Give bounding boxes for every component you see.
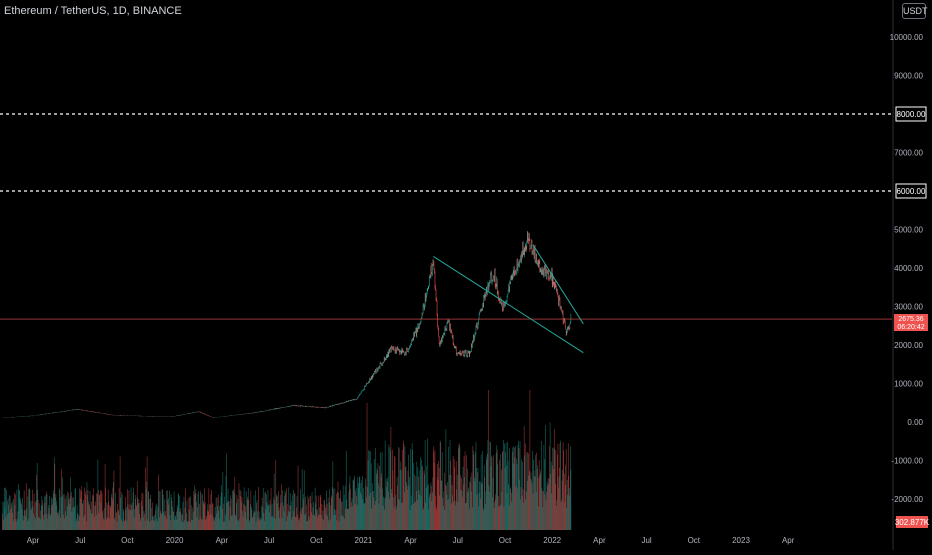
- price-tick-label: 3000.00: [894, 303, 923, 312]
- time-tick-label: Apr: [27, 536, 40, 545]
- time-tick-label: Apr: [782, 536, 795, 545]
- time-tick-label: Jul: [264, 536, 274, 545]
- trendline: [433, 256, 584, 354]
- price-level-label: 8000.00: [897, 110, 926, 119]
- trendline: [532, 244, 584, 325]
- price-level-tag: [895, 106, 927, 122]
- price-tick-label: 4000.00: [894, 264, 923, 273]
- time-tick-label: 2020: [166, 536, 184, 545]
- countdown-label: 06:20:42: [897, 324, 924, 331]
- current-price-label: 2675.36: [898, 316, 923, 323]
- time-tick-label: Jul: [75, 536, 85, 545]
- time-tick-label: Oct: [121, 536, 134, 545]
- time-tick-label: Apr: [216, 536, 229, 545]
- time-tick-label: Oct: [688, 536, 701, 545]
- price-tick-label: 2000.00: [894, 341, 923, 350]
- price-tick-label: 5000.00: [894, 226, 923, 235]
- time-tick-label: Jul: [641, 536, 651, 545]
- time-tick-label: Jul: [453, 536, 463, 545]
- time-tick-label: Apr: [404, 536, 417, 545]
- time-tick-label: Oct: [310, 536, 323, 545]
- price-tick-label: -1000.00: [891, 457, 923, 466]
- time-tick-label: 2022: [543, 536, 561, 545]
- time-tick-label: 2023: [732, 536, 750, 545]
- symbol-title: Ethereum / TetherUS, 1D, BINANCE: [4, 5, 182, 17]
- price-level-tag: [895, 183, 927, 199]
- price-level-label: 6000.00: [897, 187, 926, 196]
- time-axis: Apr Jul Oct 2020 Apr Jul Oct 2021 Apr Jul Oct 2022 A…: [27, 536, 795, 545]
- price-tick-label: 7000.00: [894, 149, 923, 158]
- price-axis: -2000.00 -1000.00 0.00 1000.00 2000.00 3000.0…: [890, 0, 930, 550]
- price-tick-label: -2000.00: [891, 495, 923, 504]
- price-tick-label: 10000.00: [890, 33, 924, 42]
- time-tick-label: Apr: [593, 536, 606, 545]
- time-tick-label: Oct: [499, 536, 512, 545]
- current-price-tag: [894, 314, 928, 332]
- price-tick-label: 9000.00: [894, 72, 923, 81]
- price-candles: [0, 230, 892, 418]
- trendlines: [433, 244, 584, 354]
- volume-tag: [896, 516, 928, 528]
- volume-bars: [2, 390, 572, 530]
- horizontal-levels: 8000.00 6000.00: [0, 106, 927, 199]
- price-tick-label: 0.00: [907, 418, 923, 427]
- currency-button[interactable]: USDT: [902, 3, 928, 19]
- volume-label: 302.877K: [895, 518, 930, 527]
- price-tick-label: 1000.00: [894, 380, 923, 389]
- time-tick-label: 2021: [355, 536, 373, 545]
